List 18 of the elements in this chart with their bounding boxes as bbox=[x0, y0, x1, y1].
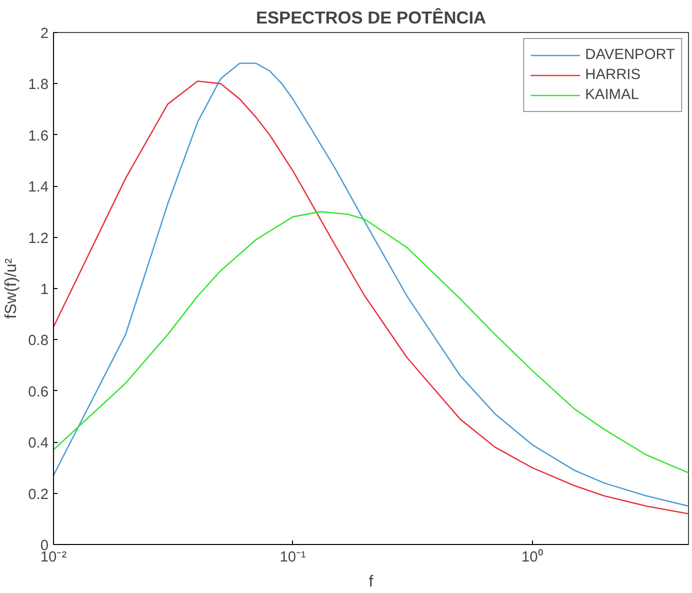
chart-title: ESPECTROS DE POTÊNCIA bbox=[256, 8, 487, 28]
x-tick-label: 10⁰ bbox=[522, 548, 543, 566]
y-tick-label: 1 bbox=[40, 282, 49, 298]
y-tick-label: 1.4 bbox=[28, 180, 48, 196]
y-tick-label: 1.8 bbox=[28, 77, 48, 94]
y-tick-label: 1.2 bbox=[28, 230, 48, 247]
legend-label: DAVENPORT bbox=[585, 47, 675, 63]
y-tick-label: 0.8 bbox=[28, 333, 48, 350]
y-tick-label: 2 bbox=[40, 26, 49, 42]
legend-label: KAIMAL bbox=[585, 87, 639, 103]
y-tick-label: 0.6 bbox=[28, 384, 48, 400]
y-tick-label: 0.2 bbox=[28, 486, 48, 503]
y-axis-title: fSw(f)/u² bbox=[3, 258, 20, 319]
y-tick-label: 1.6 bbox=[28, 128, 48, 144]
x-axis-title: f bbox=[368, 574, 374, 590]
x-tick-label: 10⁻¹ bbox=[280, 550, 306, 566]
y-tick-label: 0.4 bbox=[28, 436, 48, 452]
legend-label: HARRIS bbox=[585, 67, 641, 83]
